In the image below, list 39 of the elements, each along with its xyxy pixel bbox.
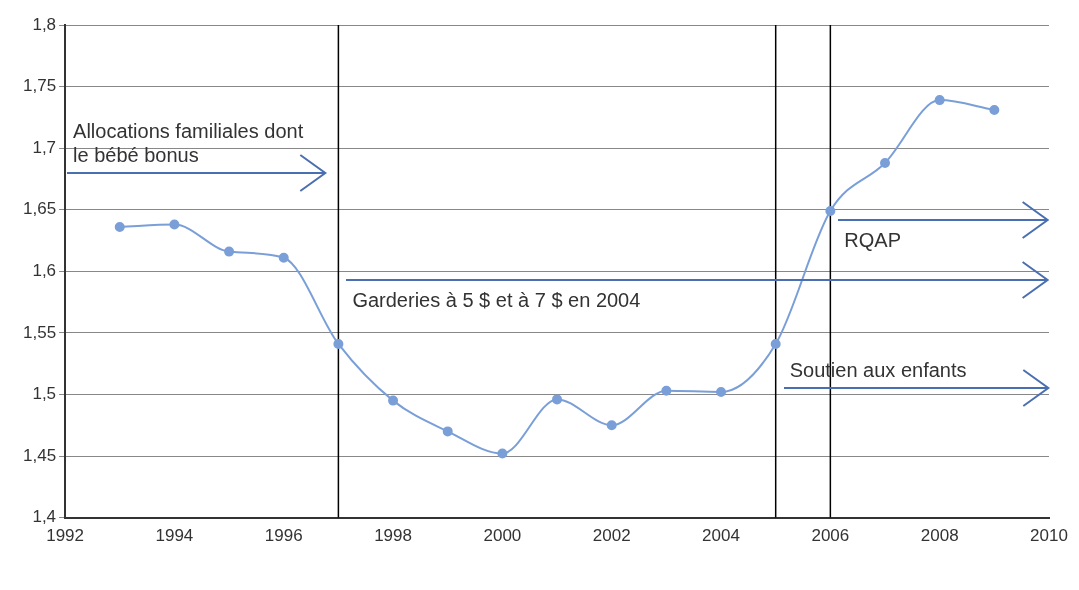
y-tick-label: 1,55 bbox=[22, 322, 57, 342]
point bbox=[661, 385, 672, 396]
point bbox=[770, 338, 781, 349]
point bbox=[388, 395, 399, 406]
point bbox=[224, 246, 235, 257]
point bbox=[114, 221, 125, 232]
x-tick-label: 1996 bbox=[264, 526, 303, 546]
y-tick-label: 1,75 bbox=[22, 76, 57, 96]
point bbox=[552, 394, 563, 405]
point bbox=[934, 95, 945, 106]
ref-line-label: RQAP bbox=[844, 227, 902, 252]
y-tick-label: 1,65 bbox=[22, 199, 57, 219]
point bbox=[716, 386, 727, 397]
point bbox=[169, 219, 180, 230]
y-tick-label: 1,5 bbox=[32, 384, 57, 404]
ref-line-label: Garderies à 5 $ et à 7 $ en 2004 bbox=[352, 287, 641, 312]
x-tick-label: 1994 bbox=[155, 526, 194, 546]
y-tick-label: 1,6 bbox=[32, 260, 57, 280]
annotation: Allocations familiales dont le bébé bonus bbox=[73, 118, 305, 167]
y-tick-label: 1,8 bbox=[32, 14, 57, 34]
point bbox=[880, 157, 891, 168]
point bbox=[442, 426, 453, 437]
point bbox=[333, 338, 344, 349]
x-tick-label: 2004 bbox=[702, 526, 740, 546]
x-tick-label: 2002 bbox=[592, 526, 631, 546]
point bbox=[989, 104, 1000, 115]
x-tick-label: 2006 bbox=[811, 526, 850, 546]
point bbox=[497, 448, 508, 459]
point bbox=[825, 205, 836, 216]
x-tick-label: 2010 bbox=[1030, 526, 1068, 546]
point bbox=[606, 420, 617, 431]
x-tick-label: 1998 bbox=[374, 526, 412, 546]
x-tick-label: 1992 bbox=[46, 526, 84, 546]
y-tick-label: 1,7 bbox=[32, 137, 57, 157]
x-tick-label: 2000 bbox=[483, 526, 522, 546]
x-tick-label: 2008 bbox=[920, 526, 959, 546]
y-tick-label: 1,45 bbox=[22, 445, 57, 465]
y-tick-label: 1,4 bbox=[32, 507, 57, 527]
point bbox=[278, 252, 289, 263]
